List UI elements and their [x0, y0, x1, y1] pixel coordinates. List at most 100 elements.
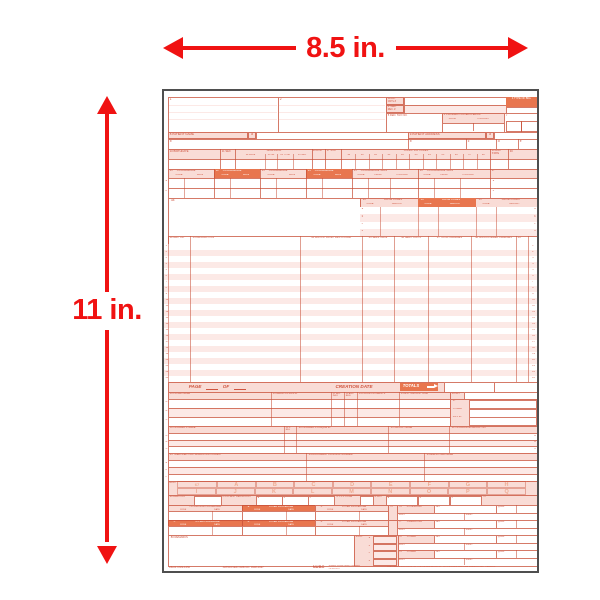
grid-line	[418, 207, 419, 236]
dx-cell: D	[332, 481, 372, 488]
grid-line	[271, 392, 272, 426]
grid-line	[418, 169, 419, 198]
form-cell: b	[361, 215, 364, 218]
form-cell: DATE	[288, 174, 296, 177]
grid-line	[184, 178, 185, 198]
form-cell	[373, 536, 397, 544]
totals-arrow-icon	[434, 383, 438, 388]
form-cell: QUAL	[497, 521, 505, 524]
form-cell: 63 TREATMENT AUTHORIZATION CODES	[169, 453, 221, 456]
width-dimension-label: 8.5 in.	[306, 32, 385, 64]
line-number: 22	[532, 371, 535, 374]
form-cell: e	[519, 140, 522, 144]
dx-cell: P	[448, 488, 488, 495]
footer-form-id: UB-04 CMS-1450	[168, 565, 191, 569]
grid-line	[322, 178, 323, 198]
grid-line	[463, 154, 464, 169]
line-number: 18	[532, 347, 535, 350]
dx-cell: O	[409, 488, 449, 495]
arrow-down-icon	[97, 546, 117, 564]
form-cell: AMOUNT	[509, 203, 520, 206]
dx-cell: B	[255, 481, 295, 488]
grid-line	[382, 154, 383, 169]
grid-line	[362, 236, 363, 382]
form-cell: B	[165, 441, 168, 444]
footer-certifications: THE CERTIFICATIONS ON THE REVERSE APPLY …	[386, 565, 496, 568]
column-45-serv-date: 45 SERV. DATE	[368, 237, 388, 240]
form-cell: a	[248, 131, 256, 139]
dx-cell: K	[254, 488, 294, 495]
footer-nubc-subtitle: National Uniform Billing Committee	[328, 565, 360, 568]
admission-group: ADMISSION	[266, 149, 282, 152]
form-cell: CODE	[424, 203, 432, 206]
grid-line	[490, 149, 491, 169]
field-70-patient-reason: 70 PATIENT REASON DX	[221, 495, 251, 498]
dx-cell: E	[371, 481, 410, 488]
form-cell: 53 ASG. BEN.	[345, 392, 354, 398]
grid-line	[516, 550, 517, 558]
form-cell: c	[534, 222, 536, 225]
grid-line	[300, 236, 301, 382]
grid-line	[235, 149, 236, 169]
form-cell: C	[165, 447, 168, 450]
field-56-npi: 56 NPI	[451, 392, 460, 395]
form-cell: c	[165, 475, 167, 478]
form-cell: CODE	[267, 174, 275, 177]
field-11-sex: 11 SEX	[221, 149, 231, 153]
line-number: 11	[532, 305, 535, 308]
grid-line	[296, 426, 297, 453]
line-number: 16	[532, 335, 535, 338]
form-cell: 18	[347, 154, 351, 157]
form-cell: LAST	[398, 513, 405, 516]
dx-cell: L	[293, 488, 333, 495]
form-cell	[360, 207, 537, 215]
arrow-left-icon	[163, 37, 183, 59]
form-cell: 59 P. REL	[285, 426, 291, 432]
form-cell: 14 TYPE	[280, 154, 290, 157]
form-cell: A	[534, 434, 536, 437]
grid-line	[516, 520, 517, 528]
line-number: 17	[165, 341, 168, 344]
blank-underline	[234, 388, 246, 390]
field-4-type-of-bill: 4 TYPE OF BILL	[506, 97, 537, 107]
provider-number: 78	[398, 536, 402, 539]
provider-role: OTHER	[406, 536, 416, 539]
form-cell: CODE	[221, 174, 229, 177]
form-cell: AMOUNT	[391, 203, 403, 206]
form-cell: DATE	[334, 174, 342, 177]
form-cell	[373, 543, 397, 552]
line-number: 18	[165, 347, 168, 350]
line-number: 21	[165, 365, 168, 368]
line-number: 13	[165, 317, 168, 320]
form-cell	[521, 121, 537, 132]
form-cell: DATE	[242, 174, 250, 177]
line-number: 13	[532, 317, 535, 320]
line-number: 4	[532, 263, 534, 266]
form-cell: 24	[428, 154, 431, 157]
grid-line	[516, 535, 517, 543]
form-cell: VALUE CODES	[441, 198, 461, 201]
grid-line	[428, 236, 429, 382]
form-cell: OCCURRENCE SPAN	[426, 169, 453, 172]
line-number: 22	[165, 371, 168, 374]
dimension-line	[104, 330, 110, 542]
grid-line	[279, 112, 385, 113]
form-cell: DATE	[288, 508, 294, 511]
field-74-principal-procedure: 74 PRINCIPAL PROCEDURE	[189, 505, 221, 508]
field-30: 30	[509, 149, 513, 153]
grid-line	[359, 511, 360, 520]
grid-line	[464, 512, 465, 520]
form-cell: 31	[169, 169, 173, 172]
field-8-patient-name: 8 PATIENT NAME	[168, 131, 248, 139]
grid-line	[331, 392, 332, 426]
grid-line	[325, 149, 326, 169]
form-cell: DATE	[361, 523, 367, 526]
column-42-rev-cd: 42 REV. CD.	[169, 237, 185, 240]
form-cell: c	[368, 552, 370, 555]
dimension-line	[396, 45, 508, 51]
field-69-admit-dx: 69 ADMIT DX	[169, 495, 186, 498]
grid-line	[460, 178, 461, 198]
field-3a-label: 3a PAT. CNTL #	[386, 97, 404, 105]
form-cell: LAST	[398, 558, 405, 561]
form-cell: OCCURRENCE	[176, 169, 196, 172]
